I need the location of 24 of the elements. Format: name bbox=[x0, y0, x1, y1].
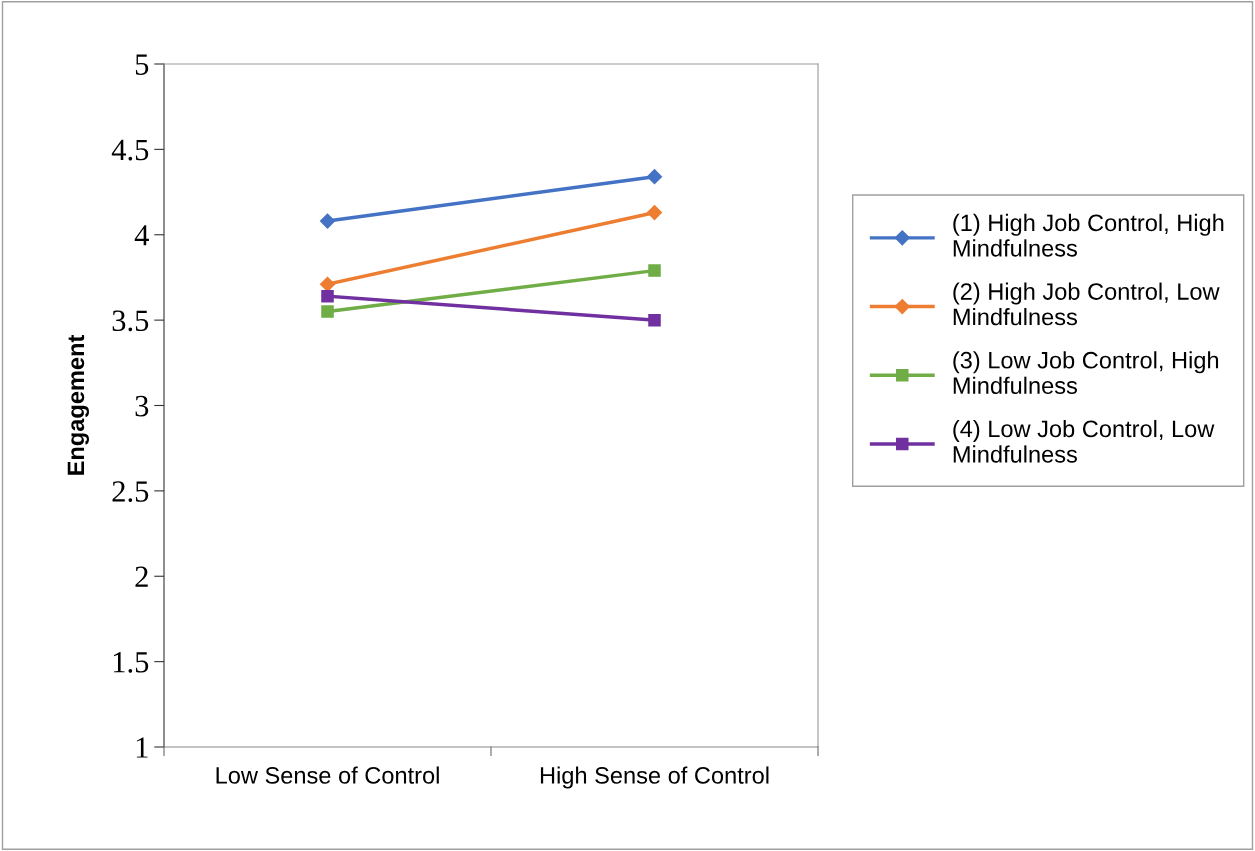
point bbox=[319, 213, 336, 229]
x-tick-label: Low Sense of Control bbox=[216, 766, 439, 784]
y-tick-label: 2.5 bbox=[112, 481, 149, 502]
point bbox=[319, 276, 336, 292]
y-tick-label: 1 bbox=[136, 737, 148, 758]
y-tick-label: 4 bbox=[134, 225, 149, 246]
legend-label: (3) Low Job Control, High Mindfulness bbox=[953, 351, 1219, 395]
legend-label: (1) High Job Control, High Mindfulness bbox=[953, 213, 1224, 257]
legend-label: (4) Low Job Control, Low Mindfulness bbox=[953, 419, 1215, 463]
point bbox=[646, 204, 663, 221]
y-tick-label: 5 bbox=[135, 54, 149, 75]
point bbox=[321, 289, 334, 303]
legend-label: (2) High Job Control, Low Mindfulness bbox=[953, 282, 1220, 326]
y-tick-label: 3.5 bbox=[112, 310, 149, 332]
point bbox=[648, 313, 661, 327]
y-tick-label: 1.5 bbox=[113, 652, 149, 673]
y-tick-label: 2 bbox=[135, 566, 148, 587]
x-tick-label: High Sense of Control bbox=[540, 766, 769, 789]
y-tick-label: 3 bbox=[135, 395, 149, 417]
y-tick-label: 4.5 bbox=[111, 139, 149, 161]
point bbox=[646, 169, 663, 185]
y-axis-title: Engagement bbox=[67, 334, 89, 475]
point bbox=[648, 264, 661, 277]
point bbox=[321, 305, 334, 318]
